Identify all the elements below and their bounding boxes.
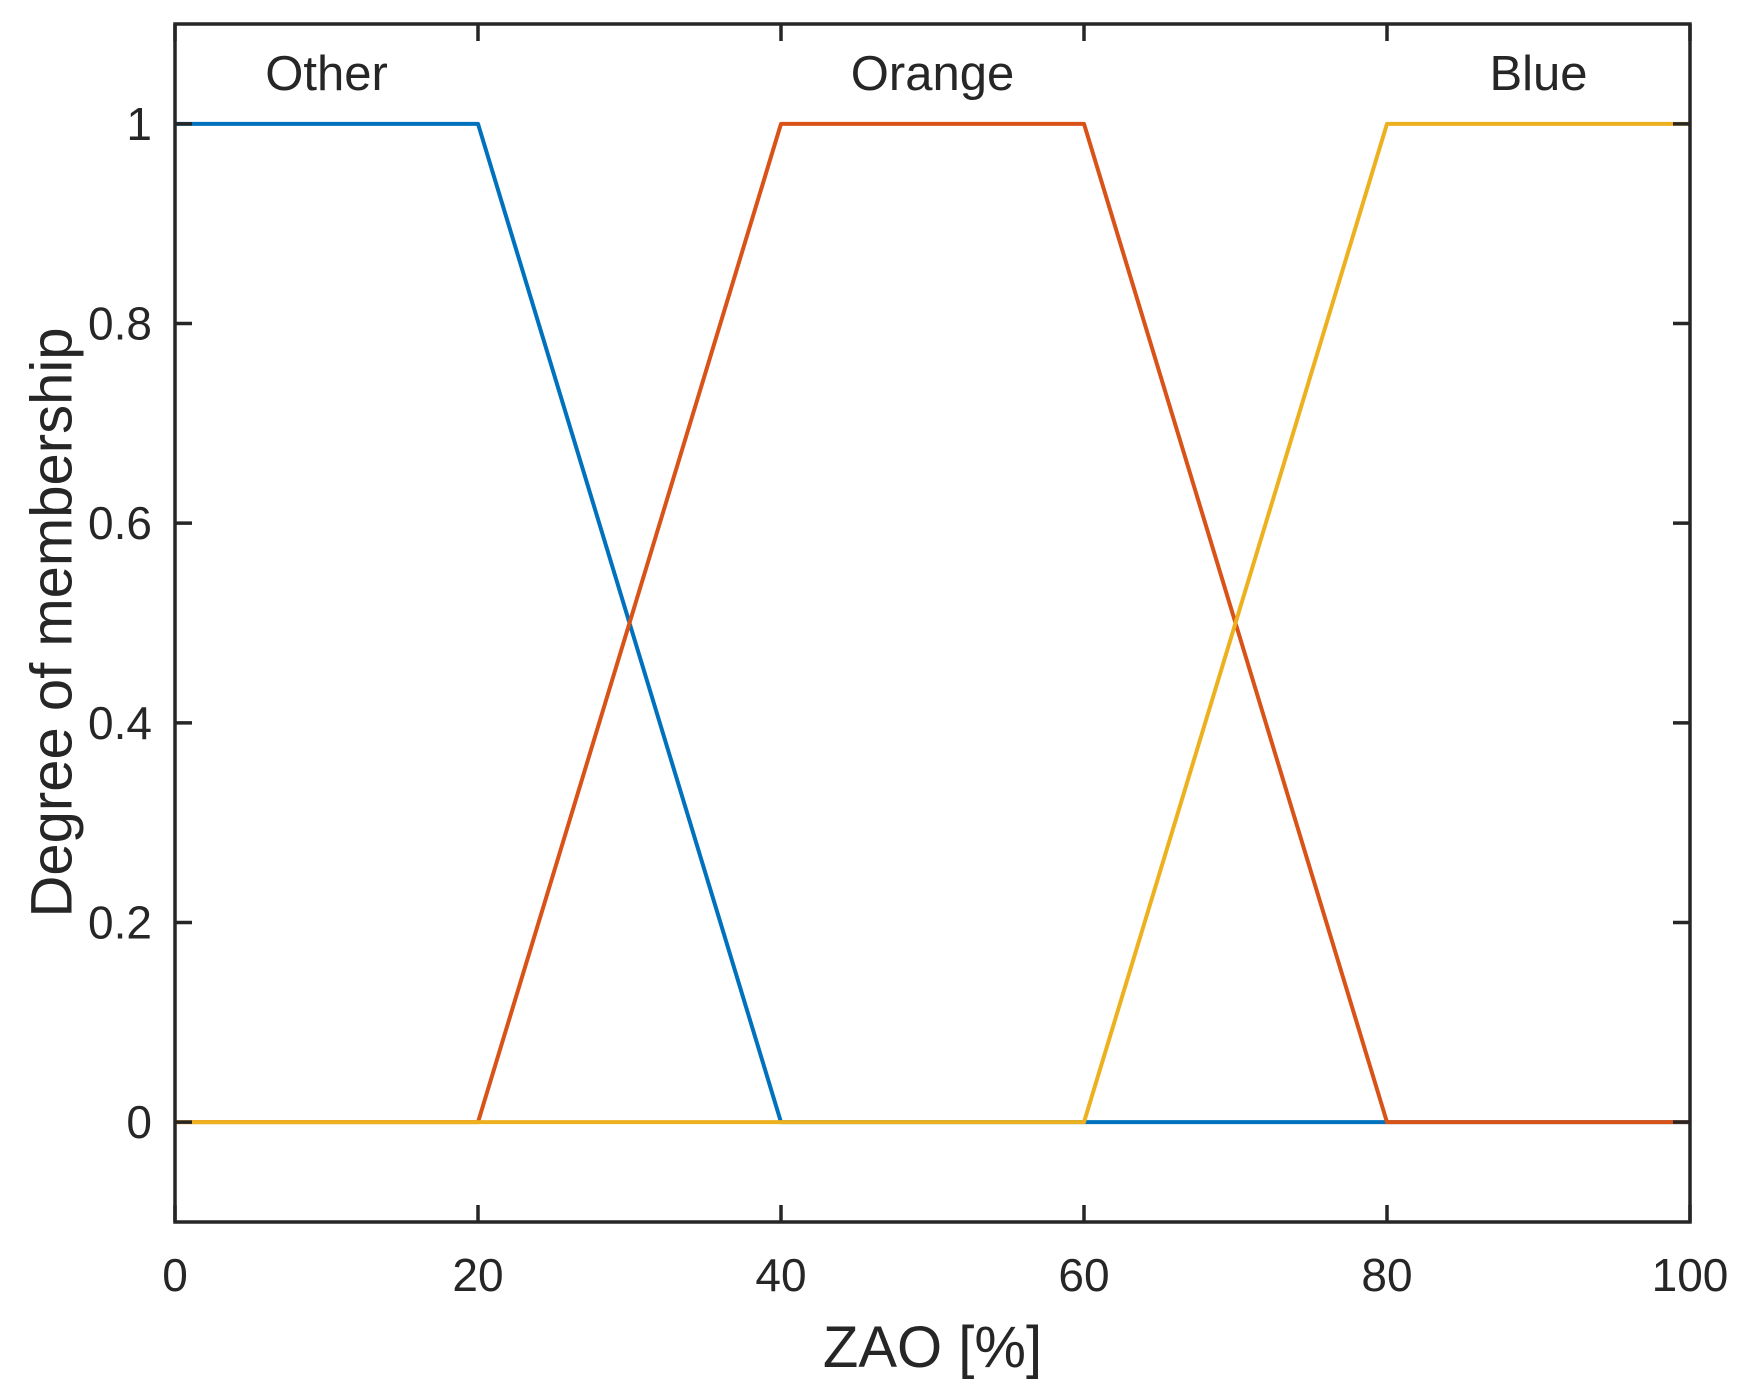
- x-axis-label: ZAO [%]: [823, 1315, 1042, 1380]
- x-tick-label: 100: [1652, 1249, 1729, 1301]
- annotation-orange: Orange: [851, 47, 1014, 101]
- x-tick-label: 0: [162, 1249, 188, 1301]
- annotation-blue: Blue: [1489, 47, 1587, 101]
- axes-layer: 0 20 40 60 80 100 0 0.2 0.4 0.6 0.8 1: [88, 22, 1729, 1301]
- x-tick-label: 40: [755, 1249, 806, 1301]
- text-layer: ZAO [%] Degree of membership Other Orang…: [20, 47, 1588, 1380]
- y-tick-label: 0.6: [88, 497, 152, 549]
- y-tick-label: 0: [126, 1096, 152, 1148]
- y-tick-label: 0.8: [88, 298, 152, 350]
- annotation-other: Other: [265, 47, 388, 101]
- series-line-orange: [175, 121, 1690, 1125]
- x-tick-label: 60: [1058, 1249, 1109, 1301]
- y-tick-label: 1: [126, 98, 152, 150]
- plot-box: [173, 22, 1692, 1224]
- series-line-blue: [175, 121, 1690, 1125]
- series-layer: [175, 121, 1690, 1125]
- x-tick-label: 80: [1361, 1249, 1412, 1301]
- y-tick-label: 0.4: [88, 697, 152, 749]
- x-tick-label: 20: [452, 1249, 503, 1301]
- y-tick-label: 0.2: [88, 897, 152, 949]
- series-line-other: [175, 121, 1690, 1125]
- y-axis-label: Degree of membership: [20, 328, 85, 918]
